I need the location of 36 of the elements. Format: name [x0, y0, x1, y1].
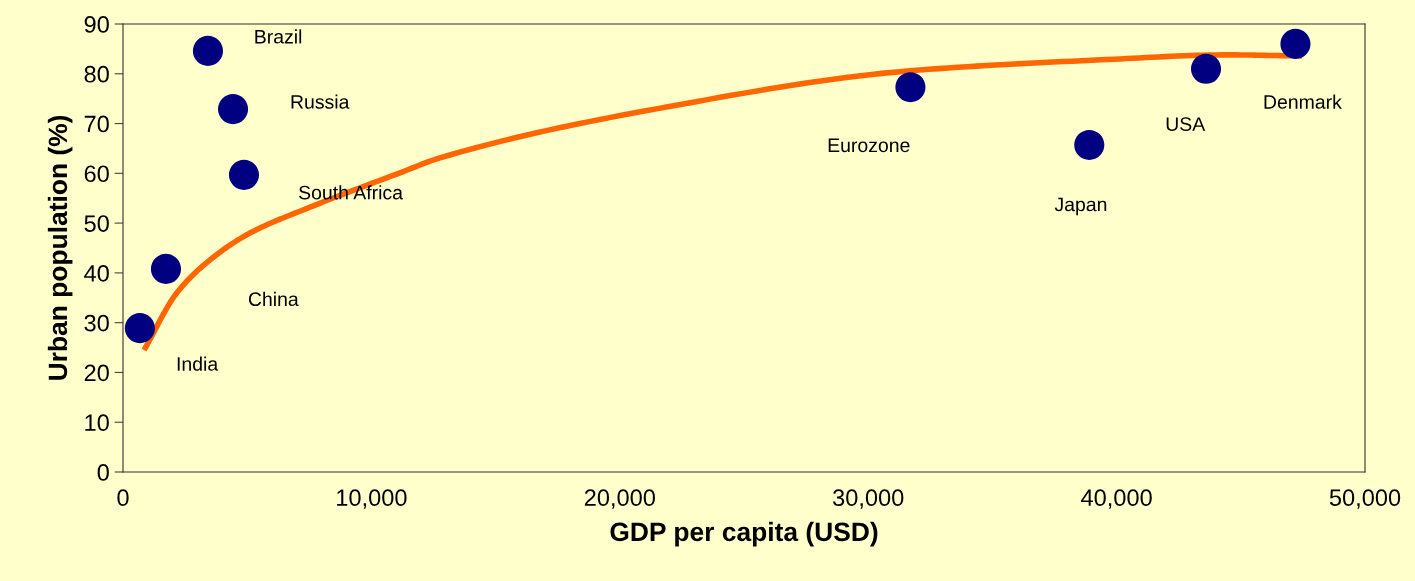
y-tick-label: 90: [84, 16, 109, 33]
y-tick-label: 60: [84, 165, 109, 183]
annotation: China: [248, 291, 299, 307]
y-tick-label: 70: [84, 115, 109, 133]
y-tick-label: 80: [84, 65, 109, 83]
x-tick-label: 20,000: [584, 489, 655, 509]
x-tick-label: 50,000: [1329, 489, 1401, 509]
point: [228, 159, 260, 190]
point: [895, 72, 926, 103]
y-axis-title: Urban population (%): [47, 115, 73, 380]
x-tick-label: 10,000: [337, 489, 407, 509]
y-tick-label: 20: [84, 364, 109, 382]
point: [1190, 53, 1222, 84]
point: [124, 313, 155, 344]
y-tick-label: 40: [84, 264, 109, 282]
x-axis-title: GDP per capita (USD): [610, 521, 878, 547]
y-tick-label: 0: [97, 464, 109, 481]
annotation: Denmark: [1264, 94, 1342, 109]
point: [192, 35, 224, 66]
annotation: Russia: [291, 94, 350, 109]
annotation: India: [177, 356, 219, 371]
annotation: Eurozone: [828, 138, 910, 153]
x-tick-label: 40,000: [1081, 489, 1152, 509]
annotation: Japan: [1054, 197, 1107, 216]
annotation: USA: [1166, 117, 1206, 131]
annotation: Brazil: [255, 29, 302, 44]
point: [217, 94, 249, 125]
point: [1280, 28, 1311, 59]
y-tick-label: 10: [85, 414, 109, 432]
y-tick-label: 50: [84, 215, 109, 232]
y-tick-label: 30: [84, 314, 109, 332]
x-tick-label: 30,000: [833, 489, 904, 509]
x-tick-label: 0: [117, 489, 129, 507]
point: [1074, 129, 1105, 161]
point: [150, 253, 182, 284]
annotation: South Africa: [299, 185, 403, 200]
